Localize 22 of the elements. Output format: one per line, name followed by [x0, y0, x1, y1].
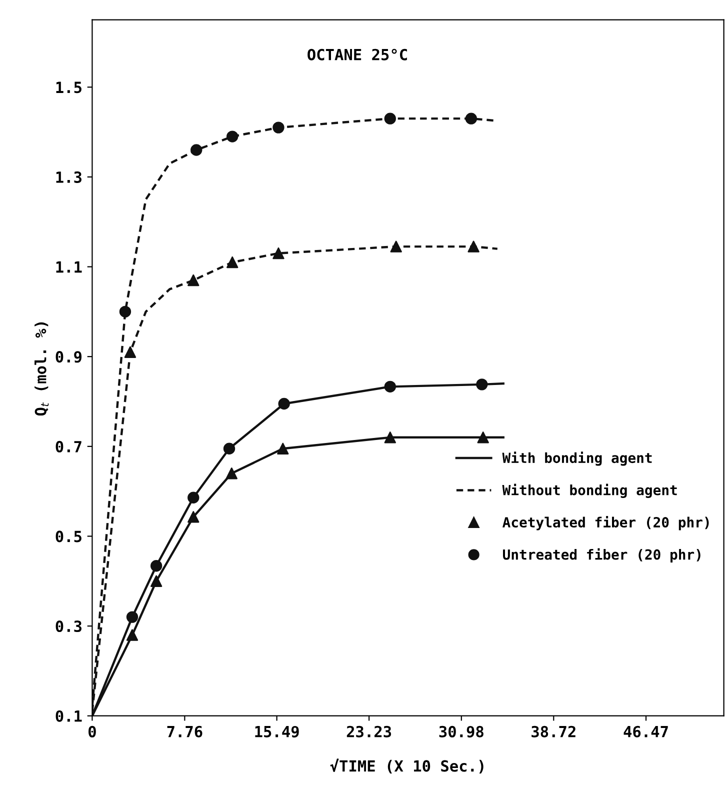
x-tick-label: 46.47 [624, 726, 668, 738]
x-axis-title: √TIME (X 10 Sec.) [330, 758, 484, 774]
y-tick-label: 0.9 [56, 351, 82, 363]
x-tick-label: 38.72 [532, 726, 576, 738]
y-axis-title: Q$_{t}$ (mol. %) [34, 322, 49, 416]
text: OCTANE 25°C [308, 48, 407, 60]
legend-label: With bonding agent [502, 452, 652, 466]
y-tick-label: 0.1 [56, 710, 82, 722]
x-tick-label: 0 [88, 726, 96, 738]
y-tick-label: 0.3 [56, 620, 82, 632]
x-tick-label: 23.23 [346, 726, 392, 738]
y-tick-label: 1.3 [56, 171, 82, 183]
legend-label: Untreated fiber (20 phr) [503, 548, 700, 562]
x-tick-label: 7.76 [167, 726, 202, 738]
x-tick-label: 30.98 [439, 726, 484, 738]
legend-label: Without bonding agent [502, 484, 677, 498]
y-tick-label: 1.1 [56, 261, 82, 273]
y-tick-label: 0.5 [56, 530, 82, 542]
legend-label: Acetylated fiber (20 phr) [502, 516, 709, 530]
y-tick-label: 1.5 [56, 82, 82, 94]
y-tick-label: 0.7 [56, 440, 82, 452]
x-tick-label: 15.49 [255, 726, 299, 738]
